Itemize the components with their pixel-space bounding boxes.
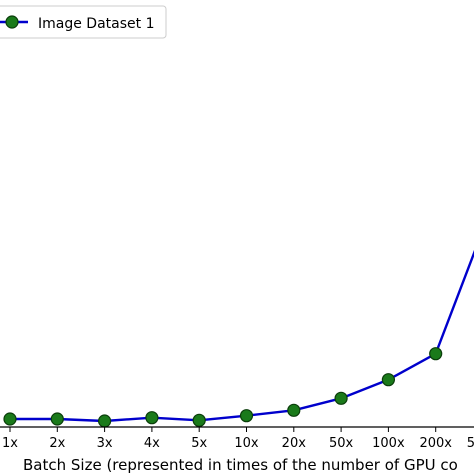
x-tick-label: 10x — [234, 436, 259, 451]
x-tick-label: 20x — [282, 436, 307, 451]
x-tick-labels: 1x 2x 3x 4x 5x 10x 20x 50x 100x 200x 500x — [2, 436, 474, 451]
data-point — [3, 412, 17, 426]
x-tick-label: 500x — [467, 436, 474, 451]
legend: Image Dataset 1 — [0, 5, 167, 39]
x-tick-label: 2x — [49, 436, 65, 451]
legend-label: Image Dataset 1 — [38, 16, 154, 32]
data-point — [97, 414, 112, 428]
data-point — [381, 373, 395, 387]
data-point — [239, 409, 254, 423]
x-tick-label: 3x — [97, 436, 113, 451]
x-tick-marks — [9, 427, 437, 432]
data-point — [50, 412, 64, 426]
series-layer — [3, 249, 474, 428]
data-point — [145, 411, 159, 425]
x-tick-label: 200x — [419, 436, 452, 451]
data-point — [429, 347, 443, 361]
legend-box — [0, 5, 167, 39]
x-axis-label: Batch Size (represented in times of the … — [23, 456, 458, 474]
legend-marker-swatch — [5, 15, 19, 29]
x-tick-label: 5x — [191, 436, 207, 451]
data-point — [334, 391, 348, 405]
data-point — [287, 403, 301, 417]
x-tick-label: 50x — [329, 436, 354, 451]
data-point — [192, 413, 206, 427]
x-tick-label: 4x — [144, 436, 160, 451]
x-tick-label: 1x — [2, 436, 18, 451]
x-tick-label: 100x — [372, 436, 405, 451]
